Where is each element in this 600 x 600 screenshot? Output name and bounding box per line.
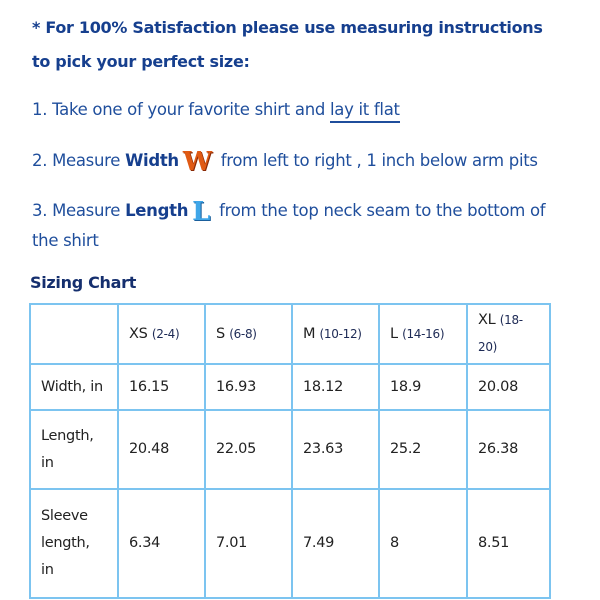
step-3-prefix: 3. Measure (32, 201, 126, 220)
table-cell: 16.93 (204, 363, 293, 411)
width-w-icon: W (182, 147, 212, 177)
size-label: XL (478, 312, 500, 328)
table-cell: 23.63 (291, 409, 380, 490)
size-label: M (303, 325, 320, 342)
size-label: XS (129, 325, 152, 342)
size-range: (18-20) (478, 313, 523, 354)
step-3-line-2: the shirt (32, 231, 99, 250)
size-range: (10-12) (319, 326, 362, 341)
row-label: Length, in (29, 409, 119, 490)
table-cell: 20.48 (117, 409, 206, 490)
table-cell: 18.12 (291, 363, 380, 411)
sizing-chart-title: Sizing Chart (30, 273, 137, 292)
size-range: (14-16) (402, 326, 445, 341)
header-cell-xl: XL (18-20) (466, 303, 551, 365)
header-row: XS (2-4) S (6-8) M (10-12) L (14-16) XL (18-… (29, 303, 551, 365)
intro-line-1: * For 100% Satisfaction please use measu… (32, 18, 543, 37)
size-range: (6-8) (229, 326, 257, 341)
size-range: (2-4) (151, 326, 180, 341)
size-label: L (390, 325, 403, 342)
step-2-bold: Width (125, 151, 179, 170)
row-label: Width, in (29, 363, 119, 411)
step-3-bold: Length (125, 201, 189, 220)
step-1-text: 1. Take one of your favorite shirt and (32, 100, 330, 119)
table-cell: 16.15 (117, 363, 206, 411)
step-2: 2. Measure Width W from left to right , 1… (32, 149, 538, 175)
step-3: 3. Measure Length L from the top neck sea… (32, 197, 546, 227)
table-cell: 22.05 (204, 409, 293, 490)
table-cell: 6.34 (117, 488, 206, 599)
table-cell: 7.01 (204, 488, 293, 599)
table-row: Width, in 16.15 16.93 18.12 18.9 20.08 (29, 363, 551, 411)
step-1: 1. Take one of your favorite shirt and l… (32, 100, 400, 123)
table-cell: 8 (378, 488, 468, 599)
header-cell-xs: XS (2-4) (117, 303, 206, 365)
length-l-icon: L (192, 197, 211, 227)
table-cell: 26.38 (466, 409, 551, 490)
table-cell: 20.08 (466, 363, 551, 411)
step-2-suffix: from left to right , 1 inch below arm pi… (215, 151, 538, 170)
table-cell: 18.9 (378, 363, 468, 411)
header-empty-cell (29, 303, 119, 365)
table-cell: 7.49 (291, 488, 380, 599)
sizing-table: XS (2-4) S (6-8) M (10-12) L (14-16) XL (18-… (29, 303, 551, 599)
header-cell-l: L (14-16) (378, 303, 468, 365)
table-row: Sleeve length, in 6.34 7.01 7.49 8 8.51 (29, 488, 551, 599)
size-label: S (216, 325, 230, 342)
table-row: Length, in 20.48 22.05 23.63 25.2 26.38 (29, 409, 551, 490)
header-cell-m: M (10-12) (291, 303, 380, 365)
table-cell: 25.2 (378, 409, 468, 490)
header-cell-s: S (6-8) (204, 303, 293, 365)
table-cell: 8.51 (466, 488, 551, 599)
step-2-prefix: 2. Measure (32, 151, 126, 170)
lay-it-flat-link[interactable]: lay it flat (330, 100, 400, 123)
intro-line-2: to pick your perfect size: (32, 52, 250, 71)
step-3-suffix: from the top neck seam to the bottom of (214, 201, 546, 220)
row-label: Sleeve length, in (29, 488, 119, 599)
